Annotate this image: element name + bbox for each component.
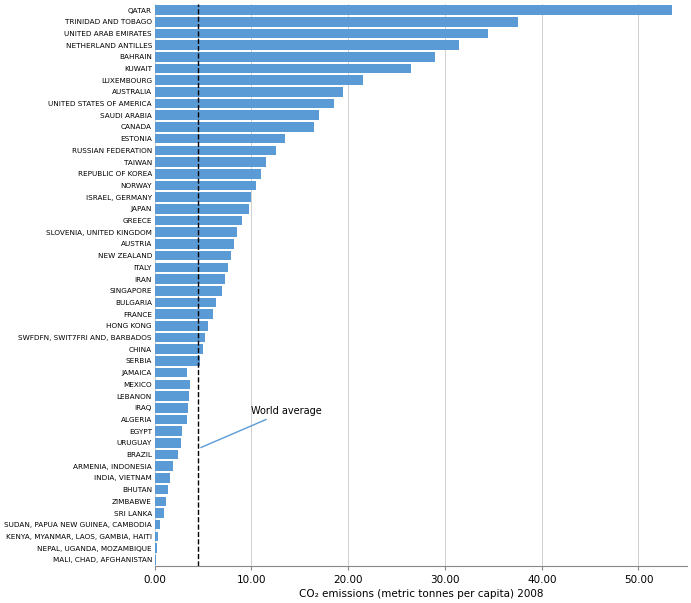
Bar <box>155 99 334 109</box>
Bar <box>155 461 173 471</box>
Bar <box>155 415 187 425</box>
Bar <box>155 391 189 401</box>
Bar <box>155 485 168 494</box>
Bar <box>155 87 343 96</box>
Bar <box>155 286 223 295</box>
X-axis label: CO₂ emissions (metric tonnes per capita) 2008: CO₂ emissions (metric tonnes per capita)… <box>299 589 543 599</box>
Bar <box>155 157 266 167</box>
Bar <box>155 532 158 541</box>
Bar <box>155 333 205 343</box>
Bar <box>155 309 213 319</box>
Bar <box>155 52 435 62</box>
Bar <box>155 75 363 85</box>
Bar <box>155 368 187 377</box>
Bar <box>155 543 157 553</box>
Bar <box>155 17 518 27</box>
Bar <box>155 227 237 237</box>
Bar <box>155 239 234 249</box>
Bar <box>155 298 216 308</box>
Bar <box>155 520 160 529</box>
Bar <box>155 28 489 38</box>
Bar <box>155 403 187 412</box>
Bar <box>155 450 178 459</box>
Bar <box>155 134 285 144</box>
Text: World average: World average <box>201 406 322 447</box>
Bar <box>155 344 203 354</box>
Bar <box>155 426 182 436</box>
Bar <box>155 204 249 213</box>
Bar <box>155 110 319 120</box>
Bar <box>155 473 170 483</box>
Bar <box>155 438 181 447</box>
Bar <box>155 5 672 15</box>
Bar <box>155 40 460 50</box>
Bar <box>155 321 208 330</box>
Bar <box>155 181 256 191</box>
Bar <box>155 496 167 506</box>
Bar <box>155 356 200 366</box>
Bar <box>155 216 242 226</box>
Bar <box>155 192 252 202</box>
Bar <box>155 145 276 155</box>
Bar <box>155 274 225 284</box>
Bar <box>155 379 191 389</box>
Bar <box>155 251 231 260</box>
Bar <box>155 122 314 132</box>
Bar <box>155 508 164 518</box>
Bar <box>155 169 261 178</box>
Bar <box>155 262 228 272</box>
Bar <box>155 64 411 74</box>
